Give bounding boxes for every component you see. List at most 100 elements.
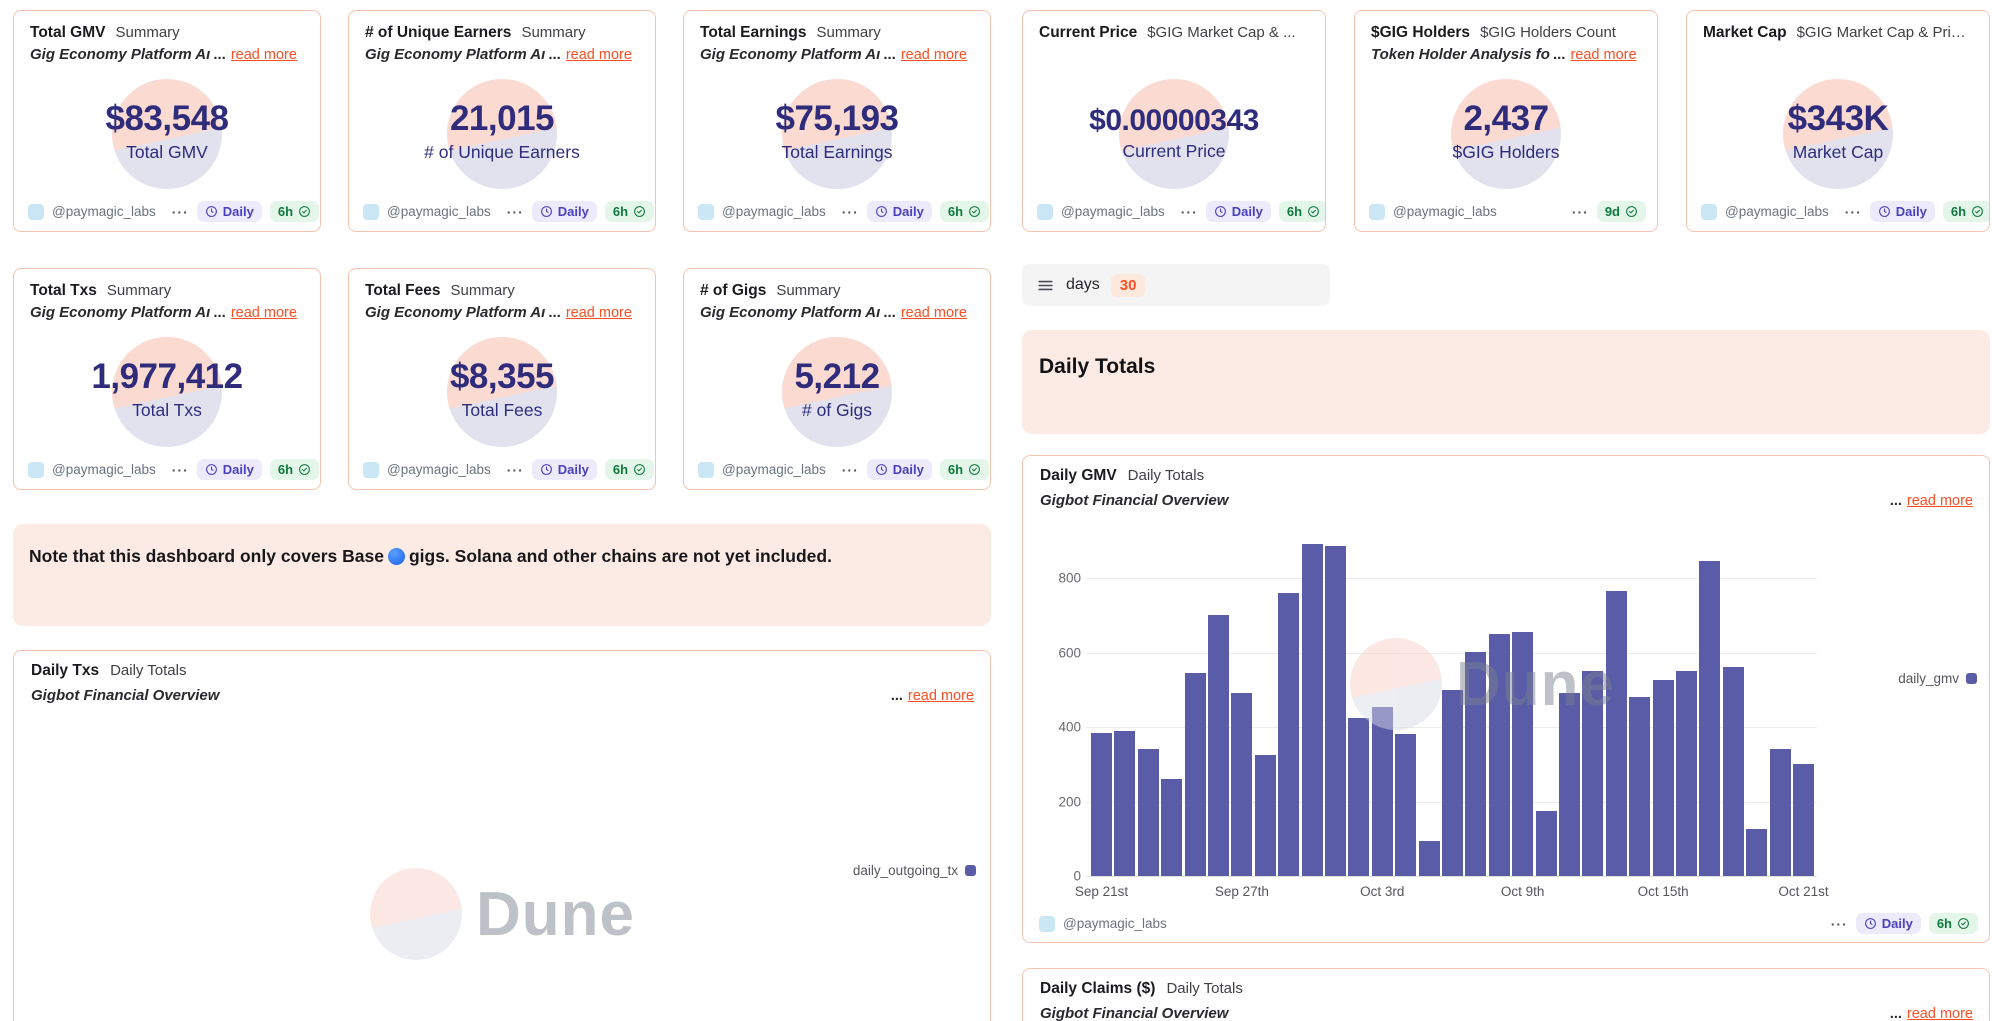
card-menu-button[interactable]: ··· [506, 461, 524, 478]
drag-handle-icon[interactable] [1036, 276, 1055, 295]
avatar[interactable] [698, 461, 714, 478]
age-label: 6h [1950, 204, 1967, 219]
read-more-link[interactable]: read more [565, 305, 632, 321]
card-title: # of Unique Earners [365, 24, 512, 41]
card-context: Summary [450, 282, 515, 299]
y-axis-label: 800 [1058, 570, 1081, 586]
bar-sep-23 [1138, 749, 1159, 876]
read-more-link[interactable]: read more [1570, 47, 1637, 63]
read-more-link[interactable]: read more [230, 47, 297, 63]
daily-gmv-plot: 0 200 400 600 800 Sep 21st Sep 27th Oct 3rd Oct … [1023, 456, 1989, 942]
param-bar-days[interactable]: days 30 [1022, 264, 1330, 306]
legend-swatch [965, 865, 976, 876]
schedule-badge[interactable]: Daily [1855, 913, 1921, 934]
card-footer: @paymagic_labs ··· Daily 6h [1701, 201, 1989, 222]
bar-oct-20 [1770, 749, 1791, 876]
legend-label: daily_outgoing_tx [852, 863, 958, 878]
kpi-value-label: Total Fees [461, 400, 543, 420]
schedule-label: Daily [1895, 204, 1927, 219]
read-more-link[interactable]: read more [1906, 1006, 1973, 1021]
chart-subtitle: Gigbot Financial Overview [1040, 1005, 1229, 1021]
card-description: Gig Economy Platform Aı... read more [684, 300, 990, 321]
schedule-badge[interactable]: Daily [1205, 201, 1271, 222]
chart-panel-daily-txs: Daily Txs Daily Totals Gigbot Financial … [13, 650, 991, 1021]
freshness-badge[interactable]: 6h [269, 201, 320, 222]
verified-check-icon [634, 464, 645, 475]
avatar[interactable] [363, 203, 379, 220]
card-menu-button[interactable]: ··· [1571, 203, 1589, 220]
avatar[interactable] [28, 461, 44, 478]
clock-icon [875, 206, 887, 217]
read-more-link[interactable]: read more [565, 47, 632, 63]
y-axis-label: 200 [1058, 794, 1081, 809]
bar-oct-5 [1419, 841, 1440, 876]
author-handle[interactable]: @paymagic_labs [1393, 204, 1497, 219]
freshness-badge[interactable]: 6h [269, 459, 320, 480]
card-menu-button[interactable]: ··· [1180, 203, 1198, 220]
author-handle[interactable]: @paymagic_labs [1063, 916, 1167, 931]
bar-oct-6 [1442, 690, 1463, 876]
schedule-badge[interactable]: Daily [866, 459, 932, 480]
param-value[interactable]: 30 [1110, 273, 1146, 297]
age-label: 6h [947, 462, 964, 477]
card-menu-button[interactable]: ··· [1844, 203, 1862, 220]
author-handle[interactable]: @paymagic_labs [52, 462, 156, 477]
card-context: Summary [521, 24, 586, 41]
bar-oct-3 [1372, 707, 1393, 876]
schedule-badge[interactable]: Daily [1869, 201, 1935, 222]
legend-label: daily_gmv [1898, 671, 1959, 686]
legend-daily-gmv: daily_gmv [1898, 671, 1977, 686]
card-context: Summary [816, 24, 881, 41]
author-handle[interactable]: @paymagic_labs [722, 204, 826, 219]
read-more-link[interactable]: read more [900, 305, 967, 321]
avatar[interactable] [1369, 203, 1385, 220]
avatar[interactable] [28, 203, 44, 220]
chart-panel-daily-gmv: Daily GMV Daily Totals Gigbot Financial … [1022, 455, 1990, 943]
freshness-badge[interactable]: 6h [939, 459, 990, 480]
decorative-circle [112, 79, 222, 189]
avatar[interactable] [363, 461, 379, 478]
schedule-badge[interactable]: Daily [196, 201, 262, 222]
read-more-link[interactable]: read more [900, 47, 967, 63]
card-menu-button[interactable]: ··· [506, 203, 524, 220]
kpi-value-label: Total GMV [126, 142, 208, 162]
card-menu-button[interactable]: ··· [171, 461, 189, 478]
card-footer: @paymagic_labs ··· Daily 6h [698, 201, 990, 222]
card-title: Total Fees [365, 282, 441, 299]
freshness-badge[interactable]: 6h [1278, 201, 1325, 222]
schedule-badge[interactable]: Daily [531, 201, 597, 222]
kpi-card-total-fees: Total Fees Summary Gig Economy Platform Aı… [348, 268, 656, 490]
schedule-badge[interactable]: Daily [866, 201, 932, 222]
author-handle[interactable]: @paymagic_labs [722, 462, 826, 477]
freshness-badge[interactable]: 6h [604, 201, 655, 222]
card-menu-button[interactable]: ··· [171, 203, 189, 220]
card-footer: @paymagic_labs ··· 9d [1369, 201, 1646, 222]
schedule-badge[interactable]: Daily [531, 459, 597, 480]
card-value-block: $75,193 Total Earnings [684, 73, 990, 191]
avatar[interactable] [1039, 915, 1055, 932]
avatar[interactable] [698, 203, 714, 220]
avatar[interactable] [1037, 203, 1053, 220]
author-handle[interactable]: @paymagic_labs [1061, 204, 1165, 219]
avatar[interactable] [1701, 203, 1717, 220]
freshness-badge[interactable]: 6h [604, 459, 655, 480]
freshness-badge[interactable]: 9d [1596, 201, 1646, 222]
read-more-link[interactable]: read more [230, 305, 297, 321]
card-description-text: Gig Economy Platform Aı [365, 46, 546, 63]
freshness-badge[interactable]: 6h [1928, 913, 1978, 934]
schedule-badge[interactable]: Daily [196, 459, 262, 480]
freshness-badge[interactable]: 6h [1942, 201, 1989, 222]
card-menu-button[interactable]: ··· [1830, 915, 1848, 932]
card-title: Current Price [1039, 24, 1138, 41]
bar-oct-9 [1512, 632, 1533, 876]
y-axis-label: 400 [1058, 719, 1081, 735]
read-more-link[interactable]: read more [1906, 493, 1973, 509]
card-menu-button[interactable]: ··· [841, 461, 859, 478]
author-handle[interactable]: @paymagic_labs [1725, 204, 1829, 219]
card-menu-button[interactable]: ··· [841, 203, 859, 220]
author-handle[interactable]: @paymagic_labs [52, 204, 156, 219]
author-handle[interactable]: @paymagic_labs [387, 462, 491, 477]
read-more-link[interactable]: read more [907, 688, 974, 704]
freshness-badge[interactable]: 6h [939, 201, 990, 222]
author-handle[interactable]: @paymagic_labs [387, 204, 491, 219]
